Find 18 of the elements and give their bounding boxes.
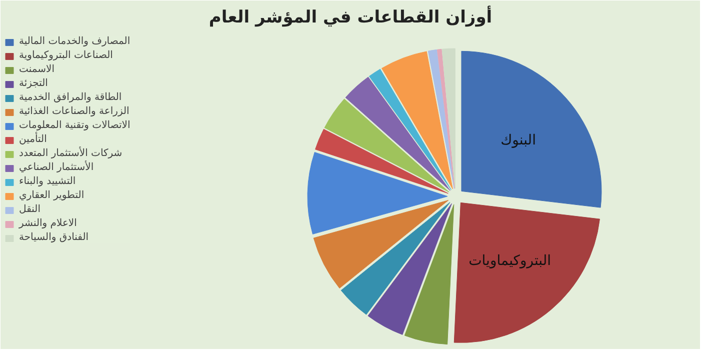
legend-label: الزراعة والصناعات الغذائية (19, 106, 130, 117)
chart-title: أوزان القطاعات في المؤشر العام (208, 6, 492, 28)
legend-label: الأستثمار الصناعي (19, 162, 94, 173)
legend-label: الاتصالات وتقنية المعلومات (19, 120, 130, 131)
legend-label: التطوير العقاري (19, 190, 84, 201)
legend-label: التشييد والبناء (19, 176, 76, 187)
legend-label: الاعلام والنشر (19, 218, 77, 229)
text: البنوك (500, 132, 536, 148)
legend-label: الفنادق والسياحة (19, 232, 89, 243)
legend-label: النقل (19, 204, 40, 215)
legend-label: المصارف والخدمات المالية (19, 36, 130, 47)
legend-label: شركات الأستثمار المتعدد (19, 148, 122, 159)
legend-label: الصناعات البتروكيماوية (19, 50, 113, 61)
legend-label: الطاقة والمرافق الخدمية (19, 92, 122, 103)
legend-label: التجزئة (19, 78, 48, 89)
legend-label: التأمين (19, 134, 47, 145)
legend-label: الاسمنت (19, 64, 54, 75)
text: البتروكيماويات (468, 253, 552, 270)
